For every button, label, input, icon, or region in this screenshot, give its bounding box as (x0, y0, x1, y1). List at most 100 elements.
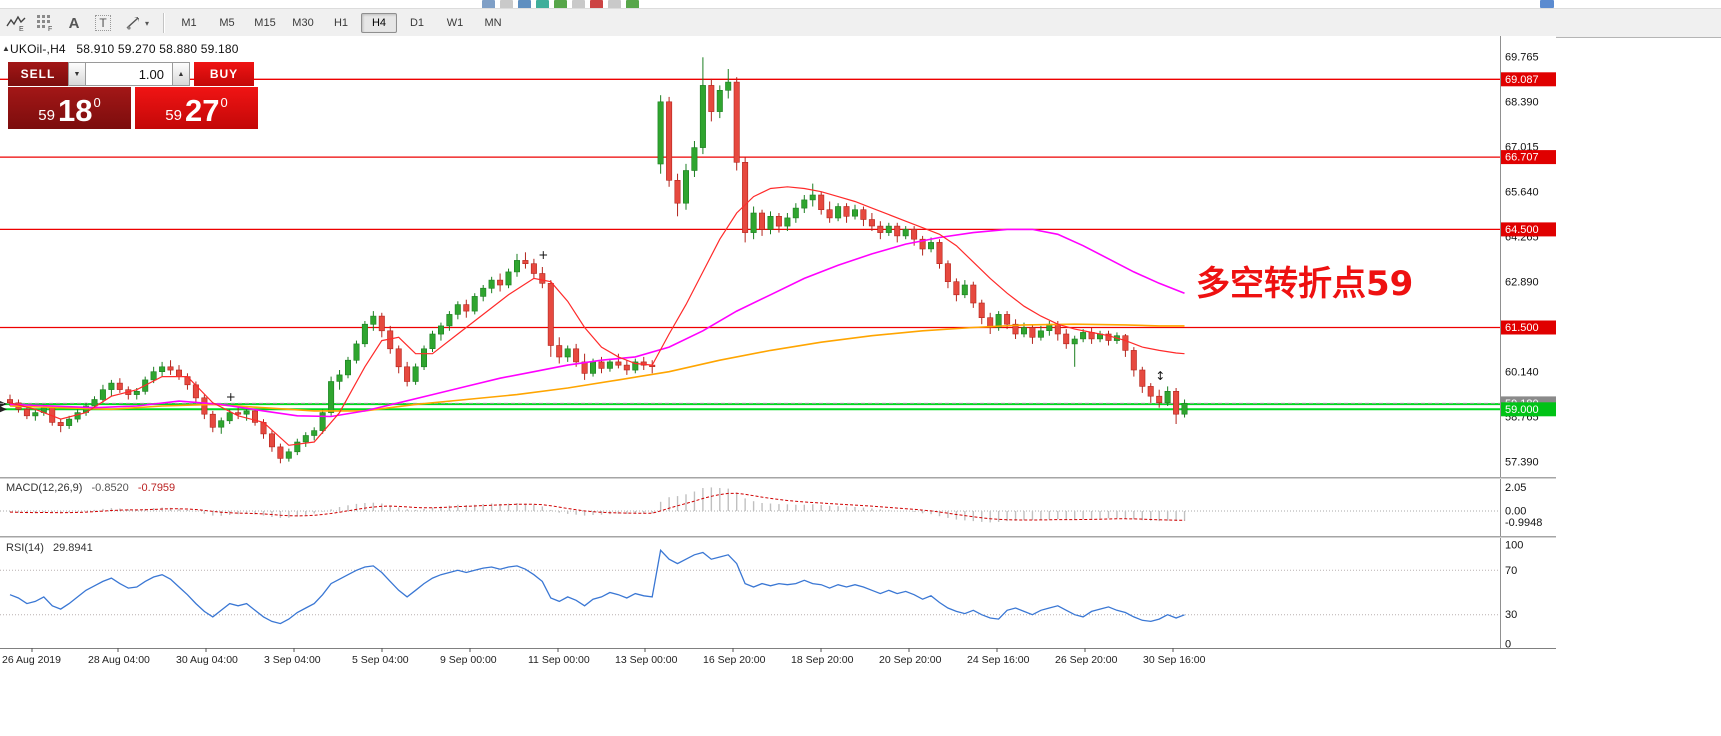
rsi-scale-label: 30 (1505, 609, 1517, 621)
price-scale[interactable] (1500, 36, 1556, 648)
svg-text:26 Aug 2019: 26 Aug 2019 (2, 654, 61, 666)
macd-panel-separator[interactable] (0, 477, 1556, 479)
bid-point: 0 (93, 95, 101, 110)
grid-tool-icon[interactable]: F (32, 12, 58, 34)
cut-toolbar-icon[interactable] (500, 0, 513, 8)
tf-button-m15[interactable]: M15 (254, 17, 276, 29)
ohlc-values: 58.910 59.270 58.880 59.180 (76, 42, 239, 56)
macd-main-value: -0.8520 (91, 482, 129, 494)
price-badge-59.000 (1501, 402, 1556, 417)
svg-text:30 Aug 04:00: 30 Aug 04:00 (176, 654, 238, 666)
rsi-name: RSI(14) (6, 542, 44, 554)
rsi-panel-separator[interactable] (0, 536, 1556, 538)
svg-text:61.500: 61.500 (1505, 322, 1539, 334)
cut-toolbar-icon[interactable] (626, 0, 639, 8)
shapes-tool-icon[interactable]: ▾ (119, 12, 155, 34)
text-tool-icon[interactable]: A (61, 12, 87, 34)
rsi-indicator-label: RSI(14) 29.8941 (6, 542, 93, 554)
volume-increase-button[interactable]: ▲ (172, 62, 190, 86)
chart-marker[interactable]: + (226, 390, 236, 404)
charts-tool-icon[interactable]: E (3, 12, 29, 34)
chart-marker[interactable]: ↕ (1155, 369, 1165, 383)
macd-signal-value: -0.7959 (137, 482, 176, 494)
svg-text:5 Sep 04:00: 5 Sep 04:00 (352, 654, 409, 666)
one-click-collapse-arrow[interactable]: ▲ (2, 44, 10, 53)
tf-button-m30[interactable]: M30 (292, 17, 314, 29)
time-axis-labels: 26 Aug 2019 28 Aug 04:00 30 Aug 04:00 3 Sep… (2, 648, 1206, 666)
symbol-ohlc-header: UKOil-,H4 58.910 59.270 58.880 59.180 (10, 42, 239, 56)
tf-button-m1[interactable]: M1 (181, 17, 197, 29)
svg-text:20 Sep 20:00: 20 Sep 20:00 (879, 654, 942, 666)
cut-toolbar-icon[interactable] (590, 0, 603, 8)
chart-marker[interactable]: + (538, 248, 548, 262)
tf-button-h4[interactable]: H4 (361, 13, 397, 33)
ma-slow-orange (9, 323, 1185, 412)
cut-toolbar-icon[interactable] (536, 0, 549, 8)
svg-text:26 Sep 20:00: 26 Sep 20:00 (1055, 654, 1118, 666)
macd-signal-line (9, 492, 1185, 521)
buy-price-button[interactable]: 59 27 0 (135, 87, 258, 129)
svg-text:30 Sep 16:00: 30 Sep 16:00 (1143, 654, 1206, 666)
cut-toolbar-icon[interactable] (482, 0, 495, 8)
tf-button-mn[interactable]: MN (484, 17, 502, 29)
chart-text-annotation[interactable]: 多空转折点59 (1196, 264, 1414, 304)
chart-window: + + ↕ 69.765 68.390 67.015 65.640 64.265 62.890 6… (0, 36, 1556, 736)
tf-button-d1[interactable]: D1 (409, 17, 425, 29)
one-click-trading-panel: SELL ▼ ▲ BUY 59 18 0 59 27 0 (8, 62, 258, 129)
tf-button-h1[interactable]: H1 (333, 17, 349, 29)
cut-toolbar-icon[interactable] (608, 0, 621, 8)
svg-text:65.640: 65.640 (1505, 187, 1539, 199)
rsi-scale-label: 0 (1505, 639, 1511, 651)
svg-text:69.087: 69.087 (1505, 74, 1539, 86)
macd-indicator-label: MACD(12,26,9) -0.8520 -0.7959 (6, 482, 175, 494)
macd-scale-label: 2.05 (1505, 482, 1526, 494)
rsi-scale-label: 100 (1505, 540, 1523, 552)
svg-text:24 Sep 16:00: 24 Sep 16:00 (967, 654, 1030, 666)
macd-name: MACD(12,26,9) (6, 482, 83, 494)
svg-text:28 Aug 04:00: 28 Aug 04:00 (88, 654, 150, 666)
line-left-marker (0, 406, 7, 413)
ask-pips: 27 (184, 92, 220, 128)
time-axis[interactable] (0, 648, 1500, 670)
chart-toolbar: E F A T ▾ M1 M5 M15 M30 H1 H4 D1 W1 MN (0, 8, 1721, 38)
sell-button[interactable]: SELL (8, 62, 68, 86)
svg-text:18 Sep 20:00: 18 Sep 20:00 (791, 654, 854, 666)
svg-text:57.390: 57.390 (1505, 457, 1539, 469)
label-tool-label: T (95, 15, 111, 31)
ask-integer: 59 (165, 106, 182, 124)
chevron-down-icon: ▾ (144, 18, 149, 28)
svg-text:68.390: 68.390 (1505, 97, 1539, 109)
line-left-marker (0, 401, 7, 408)
svg-text:60.140: 60.140 (1505, 367, 1539, 379)
ask-point: 0 (220, 95, 228, 110)
bid-integer: 59 (38, 106, 55, 124)
symbol-period: UKOil-,H4 (10, 42, 66, 56)
bid-pips: 18 (57, 92, 93, 128)
sell-price-button[interactable]: 59 18 0 (8, 87, 131, 129)
svg-text:69.765: 69.765 (1505, 52, 1539, 64)
text-tool-label: A (68, 14, 80, 32)
svg-text:66.707: 66.707 (1505, 152, 1539, 164)
tf-button-w1[interactable]: W1 (446, 17, 464, 29)
svg-text:16 Sep 20:00: 16 Sep 20:00 (703, 654, 766, 666)
toolbar-separator (163, 13, 164, 33)
svg-text:59.000: 59.000 (1505, 404, 1539, 416)
text-label-tool-icon[interactable]: T (90, 12, 116, 34)
cut-toolbar-icon[interactable] (518, 0, 531, 8)
tf-button-m5[interactable]: M5 (219, 17, 235, 29)
horizontal-lines[interactable] (0, 78, 1500, 413)
svg-text:F: F (48, 26, 52, 32)
macd-scale-label: -0.9948 (1505, 517, 1542, 529)
chart-canvas[interactable]: ++↕69.76568.39067.01565.64064.26562.8906… (0, 36, 1556, 736)
rsi-value: 29.8941 (52, 542, 93, 554)
cut-toolbar-icon[interactable] (554, 0, 567, 8)
macd-histogram (9, 487, 1186, 523)
volume-input[interactable] (86, 62, 172, 86)
rsi-line (9, 548, 1185, 625)
ma-fast-red (9, 186, 1185, 446)
buy-button[interactable]: BUY (194, 62, 254, 86)
window-icon[interactable] (1540, 0, 1554, 8)
cut-toolbar-icons (482, 0, 639, 8)
cut-toolbar-icon[interactable] (572, 0, 585, 8)
volume-decrease-button[interactable]: ▼ (68, 62, 86, 86)
